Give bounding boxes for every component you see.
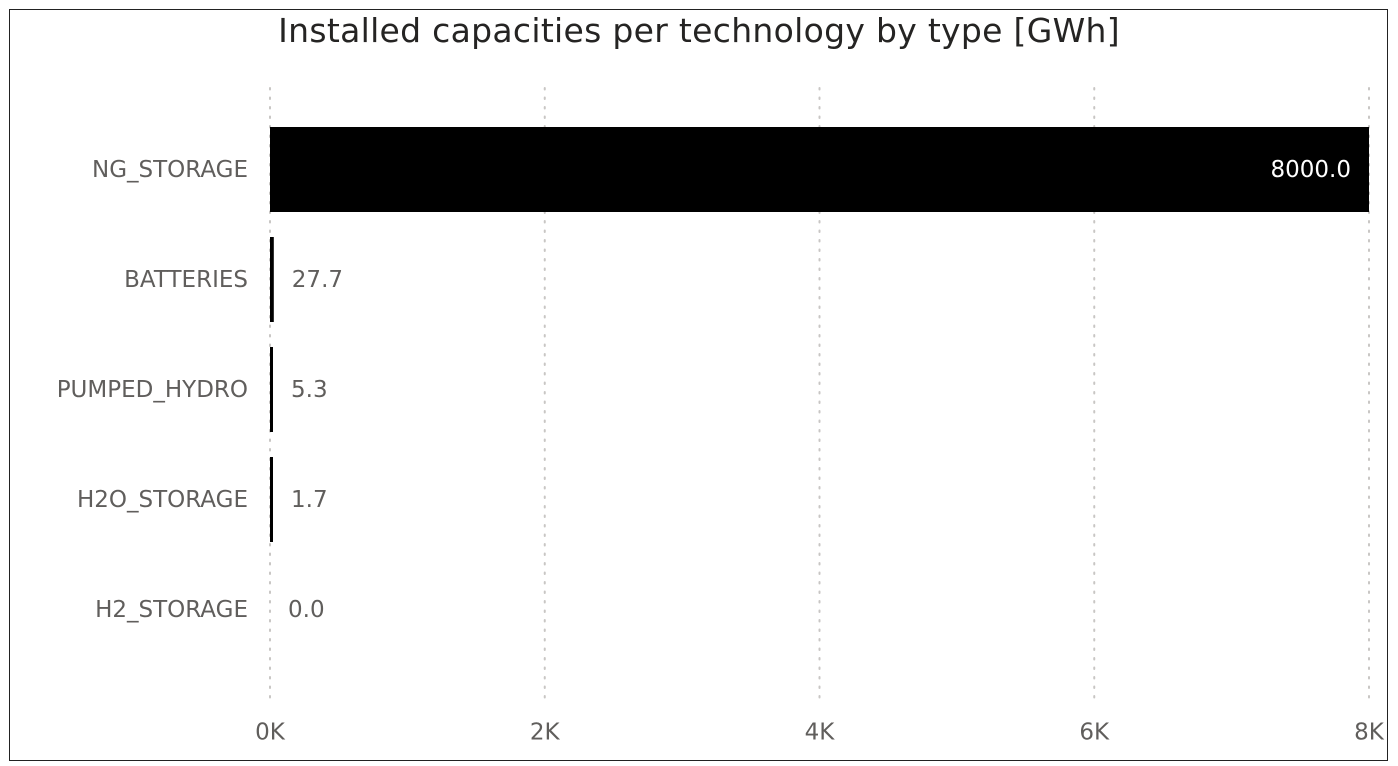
category-label: H2O_STORAGE [77, 487, 248, 513]
data-label: 1.7 [291, 487, 328, 513]
data-label: 8000.0 [1271, 157, 1351, 183]
bar-batteries[interactable] [270, 237, 274, 322]
gridlines [269, 87, 1370, 706]
bar-pumped-hydro[interactable] [270, 347, 273, 432]
x-tick-label: 2K [530, 720, 561, 746]
chart-title: Installed capacities per technology by t… [278, 11, 1120, 50]
data-label: 0.0 [288, 597, 325, 623]
data-label: 27.7 [292, 267, 343, 293]
x-tick-label: 6K [1079, 720, 1110, 746]
x-tick-label: 0K [255, 720, 286, 746]
data-label: 5.3 [291, 377, 328, 403]
category-label: BATTERIES [124, 267, 248, 293]
category-label: PUMPED_HYDRO [57, 377, 248, 403]
x-tick-label: 4K [805, 720, 836, 746]
bar-h2o-storage[interactable] [270, 457, 273, 542]
bars [270, 127, 1369, 542]
bar-ng-storage[interactable] [270, 127, 1369, 212]
category-label: H2_STORAGE [95, 597, 248, 623]
labels: 0K 2K 4K 6K 8K NG_STORAGE 8000.0 BATTERIES 27.7 P… [57, 157, 1385, 746]
x-tick-label: 8K [1354, 720, 1385, 746]
category-label: NG_STORAGE [92, 157, 248, 183]
